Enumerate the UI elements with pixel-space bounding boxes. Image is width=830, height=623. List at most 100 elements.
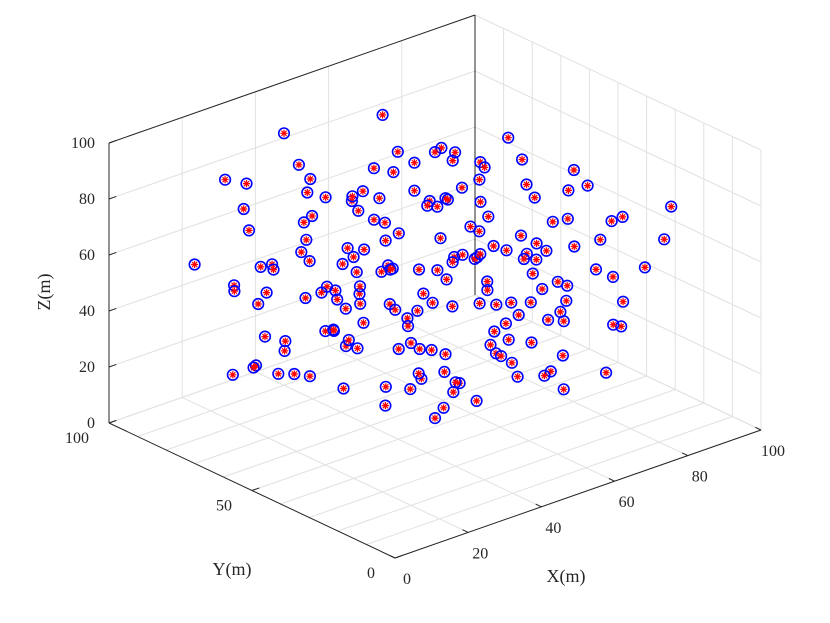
point-star [359, 319, 368, 327]
point-circle [336, 257, 349, 271]
data-point [237, 202, 250, 216]
point-star [429, 299, 437, 307]
point-star [406, 385, 414, 393]
point-circle [505, 356, 518, 369]
data-point [242, 224, 256, 237]
point-star [274, 370, 282, 378]
point-circle [357, 316, 370, 329]
data-point [342, 333, 355, 347]
point-circle [428, 146, 442, 159]
point-circle [562, 184, 575, 197]
point-circle [473, 173, 486, 186]
point-circle [524, 296, 537, 309]
point-star [441, 194, 450, 202]
point-star [394, 148, 402, 156]
point-circle [515, 153, 529, 166]
point-circle [455, 181, 469, 194]
y-tick-mark [394, 554, 403, 559]
point-circle [339, 340, 353, 353]
point-star [395, 229, 403, 237]
point-star [440, 368, 448, 376]
point-circle [446, 154, 459, 167]
point-circle [456, 248, 469, 261]
point-star [290, 370, 298, 378]
point-circle [342, 333, 355, 347]
z-tick-label: 80 [79, 191, 95, 208]
point-star [531, 194, 539, 202]
data-point [581, 179, 594, 192]
point-circle [249, 359, 263, 372]
grid-line [474, 14, 762, 151]
point-circle [482, 210, 495, 223]
data-point [336, 257, 349, 271]
point-star [306, 257, 314, 265]
point-circle [288, 367, 301, 381]
point-star [560, 385, 568, 393]
data-point [665, 200, 678, 213]
point-star [451, 148, 459, 156]
point-circle [379, 399, 392, 412]
point-star [281, 347, 289, 355]
data-point [354, 297, 367, 310]
point-star [297, 248, 305, 256]
data-point [373, 192, 386, 205]
point-star [532, 239, 541, 247]
point-circle [431, 200, 444, 213]
point-star [563, 282, 571, 290]
data-point [638, 261, 652, 274]
data-point [544, 365, 557, 378]
point-circle [464, 220, 477, 233]
z-axis-label: Z(m) [34, 274, 55, 311]
data-point [481, 284, 494, 297]
point-circle [327, 323, 340, 336]
point-star [329, 326, 337, 334]
point-star [515, 311, 523, 319]
point-circle [247, 361, 260, 374]
z-tick-label: 60 [79, 247, 95, 264]
point-circle [511, 370, 524, 383]
data-point [607, 318, 620, 331]
point-circle [278, 344, 291, 357]
point-star [475, 176, 483, 184]
point-star [549, 218, 557, 226]
grid-line [280, 375, 647, 505]
y-tick-label: 0 [367, 565, 375, 582]
data-point [327, 323, 340, 336]
point-circle [638, 261, 652, 274]
point-circle [538, 369, 551, 382]
data-point [303, 255, 316, 268]
point-star [560, 317, 568, 325]
data-point [526, 267, 539, 280]
point-circle [500, 244, 513, 257]
point-star [540, 372, 549, 380]
x-tick-label: 0 [403, 571, 411, 588]
point-star [518, 155, 526, 164]
z-tick-mark [108, 307, 117, 312]
grid-line [108, 182, 476, 312]
point-circle [589, 263, 603, 276]
data-points [188, 108, 678, 425]
point-star [353, 344, 362, 352]
point-circle [425, 343, 438, 357]
point-star [602, 369, 610, 377]
data-point [339, 340, 353, 353]
data-point [528, 191, 541, 204]
point-star [562, 297, 570, 305]
point-star [281, 337, 289, 345]
data-point [606, 270, 620, 283]
point-circle [557, 315, 570, 328]
point-star [355, 290, 364, 298]
point-circle [446, 256, 459, 269]
point-star [448, 302, 456, 310]
point-star [471, 255, 479, 263]
point-star [449, 388, 457, 396]
data-point [351, 342, 364, 355]
point-star [492, 301, 500, 309]
data-point [337, 382, 350, 395]
grid-line [166, 321, 533, 451]
point-star [333, 295, 341, 304]
point-star [559, 351, 567, 360]
data-point [520, 178, 533, 191]
data-point [358, 243, 371, 256]
point-star [317, 289, 326, 297]
